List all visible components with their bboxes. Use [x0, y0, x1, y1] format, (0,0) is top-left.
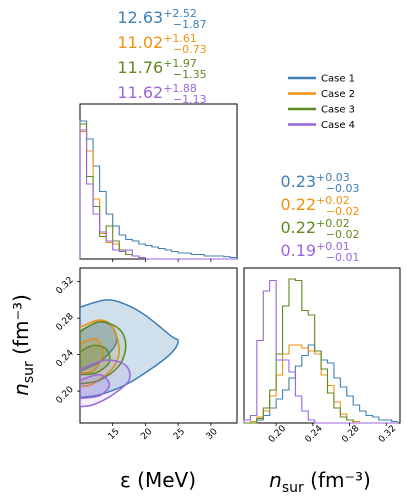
x-tick-label-nsur: 0.32	[377, 424, 398, 445]
x-tick-label-eps: 15	[107, 427, 122, 442]
eps-annotation-2: 11.02+1.61 −0.73	[117, 32, 206, 56]
nsur-annotation-3: 0.22+0.02 −0.02	[280, 217, 359, 241]
legend-label: Case 4	[321, 120, 355, 131]
eps-annotation-3: 11.76+1.97 −1.35	[117, 57, 206, 81]
eps-hist-case-2	[79, 130, 237, 260]
contour-outer-case-4	[80, 359, 131, 408]
x-tick-label-eps: 25	[172, 427, 187, 442]
x-tick-label-nsur: 0.28	[340, 424, 361, 445]
eps-hist-case-1	[79, 120, 237, 259]
nsur-hist-case-4	[243, 279, 399, 424]
x-tick-label-eps: 30	[205, 427, 220, 442]
contour-inner-case-2	[80, 338, 104, 374]
legend-label: Case 1	[321, 74, 355, 85]
contour-outer-case-3	[80, 321, 127, 385]
nsur-annotation-2: 0.22+0.02 −0.02	[280, 194, 359, 218]
legend-label: Case 2	[321, 89, 355, 100]
x-axis-label-nsur: nsur (fm⁻³)	[269, 468, 371, 496]
nsur-hist-case-2	[244, 344, 399, 424]
x-tick-label-eps: 20	[139, 427, 154, 442]
contour-outer-case-1	[80, 299, 179, 399]
x-axis-label-text-nsur: nsur (fm⁻³)	[269, 468, 371, 496]
contour-outer-case-2	[80, 319, 121, 388]
eps-annotation-4: 11.62+1.88 −1.13	[117, 82, 206, 106]
y-tick-label-nsur: 0.24	[55, 348, 76, 369]
nsur-marginal-plot	[243, 278, 399, 424]
legend: Case 1 Case 2 Case 3 Case 4	[288, 74, 355, 131]
eps-marginal-plot	[79, 120, 237, 260]
y-tick-label-nsur: 0.32	[55, 275, 76, 296]
contour-inner-case-4	[80, 373, 111, 400]
nsur-annotation-4: 0.19+0.01 −0.01	[280, 240, 359, 264]
nsur-hist-case-3	[244, 278, 399, 424]
x-axis-label-text: ε (MeV)	[120, 468, 196, 492]
eps-marginal-frame	[79, 103, 238, 260]
joint-contour-plot	[80, 299, 179, 408]
x-tick-label-nsur: 0.20	[267, 424, 288, 445]
x-tick-label-nsur: 0.24	[304, 424, 325, 445]
y-tick-label-nsur: 0.28	[55, 312, 76, 333]
eps-hist-case-4	[79, 129, 237, 260]
x-axis-label-eps: ε (MeV)	[120, 468, 196, 492]
y-axis-label-nsur: nsur (fm⁻³)	[9, 294, 37, 396]
legend-label: Case 3	[321, 105, 355, 116]
contour-inner-case-3	[80, 344, 111, 376]
y-tick-label-nsur: 0.20	[55, 385, 76, 406]
nsur-annotations: 0.23+0.03 −0.030.22+0.02 −0.020.22+0.02 −0.…	[280, 171, 359, 264]
eps-annotation-1: 12.63+2.52 −1.87	[117, 7, 206, 31]
nsur-annotation-1: 0.23+0.03 −0.03	[280, 171, 359, 195]
y-axis-label-text: nsur (fm⁻³)	[9, 294, 37, 396]
